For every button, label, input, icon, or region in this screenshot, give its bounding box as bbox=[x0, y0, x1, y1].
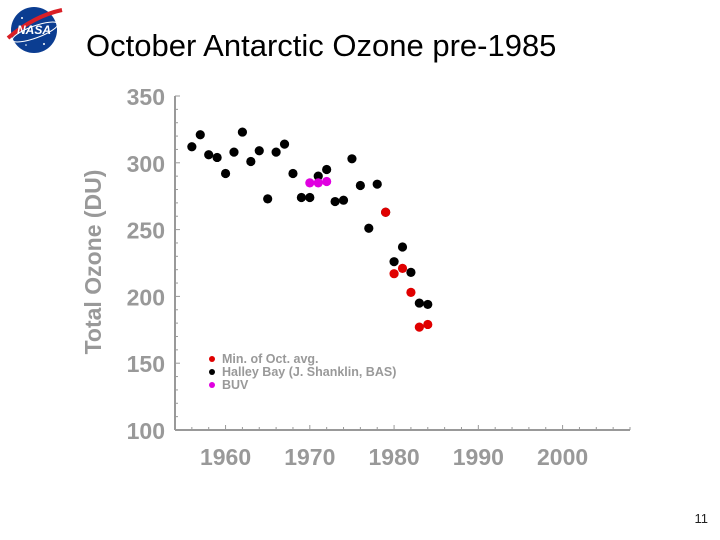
x-tick-label: 1960 bbox=[200, 444, 251, 470]
slide-number: 11 bbox=[694, 511, 709, 526]
x-tick-label: 1980 bbox=[368, 444, 419, 470]
x-tick-labels: 1960 1970 1980 1990 2000 bbox=[200, 444, 588, 470]
chart-legend: Min. of Oct. avg.Halley Bay (J. Shanklin… bbox=[209, 352, 396, 392]
data-point bbox=[220, 168, 231, 179]
data-point bbox=[254, 146, 264, 156]
nasa-logo: NASA bbox=[4, 2, 66, 56]
data-point bbox=[397, 263, 408, 273]
data-point bbox=[263, 194, 273, 204]
data-point bbox=[212, 152, 222, 163]
data-point bbox=[397, 242, 408, 252]
y-tick-labels: 100 150 200 250 300 350 bbox=[127, 84, 165, 444]
legend-marker bbox=[209, 369, 215, 375]
data-point bbox=[423, 299, 433, 310]
data-point bbox=[355, 180, 365, 191]
x-tick-label: 1990 bbox=[453, 444, 504, 470]
data-point bbox=[414, 298, 424, 308]
data-point bbox=[229, 147, 239, 157]
data-point bbox=[204, 150, 214, 160]
data-point bbox=[414, 322, 424, 332]
data-point bbox=[406, 287, 416, 297]
legend-marker bbox=[209, 382, 215, 388]
data-point bbox=[330, 196, 340, 207]
data-point bbox=[288, 168, 298, 179]
data-points bbox=[187, 127, 433, 332]
data-point bbox=[313, 178, 323, 188]
data-point bbox=[372, 179, 382, 189]
legend-label: Min. of Oct. avg. bbox=[222, 352, 319, 366]
data-point bbox=[237, 127, 248, 137]
y-tick-label: 350 bbox=[127, 84, 165, 110]
data-point bbox=[195, 130, 205, 140]
data-point bbox=[313, 171, 323, 181]
data-point bbox=[322, 164, 332, 175]
data-point bbox=[279, 139, 290, 149]
data-point bbox=[364, 223, 374, 233]
plot-axes bbox=[174, 95, 631, 431]
y-tick-label: 300 bbox=[127, 151, 165, 177]
data-point bbox=[322, 176, 332, 187]
x-tick-label: 1970 bbox=[284, 444, 335, 470]
slide-title: October Antarctic Ozone pre-1985 bbox=[86, 28, 557, 63]
logo-wordmark: NASA bbox=[17, 23, 51, 37]
legend-label: Halley Bay (J. Shanklin, BAS) bbox=[222, 365, 396, 379]
y-tick-label: 250 bbox=[127, 218, 165, 244]
x-tick-label: 2000 bbox=[537, 444, 588, 470]
legend-label: BUV bbox=[222, 378, 249, 392]
data-point bbox=[389, 257, 399, 267]
y-tick-label: 100 bbox=[127, 418, 165, 444]
data-point bbox=[347, 154, 357, 164]
data-point bbox=[187, 142, 197, 152]
y-tick-label: 200 bbox=[127, 284, 165, 310]
legend-marker bbox=[209, 356, 215, 362]
data-point bbox=[296, 192, 306, 203]
data-point bbox=[338, 195, 349, 205]
data-point bbox=[246, 156, 256, 167]
data-point bbox=[423, 319, 433, 330]
data-point bbox=[271, 147, 281, 157]
data-point bbox=[389, 269, 399, 279]
data-point bbox=[381, 207, 391, 217]
data-point bbox=[406, 267, 416, 277]
data-point bbox=[305, 192, 315, 203]
data-point bbox=[305, 178, 315, 188]
y-tick-label: 150 bbox=[127, 351, 165, 377]
y-axis-title: Total Ozone (DU) bbox=[80, 170, 106, 355]
